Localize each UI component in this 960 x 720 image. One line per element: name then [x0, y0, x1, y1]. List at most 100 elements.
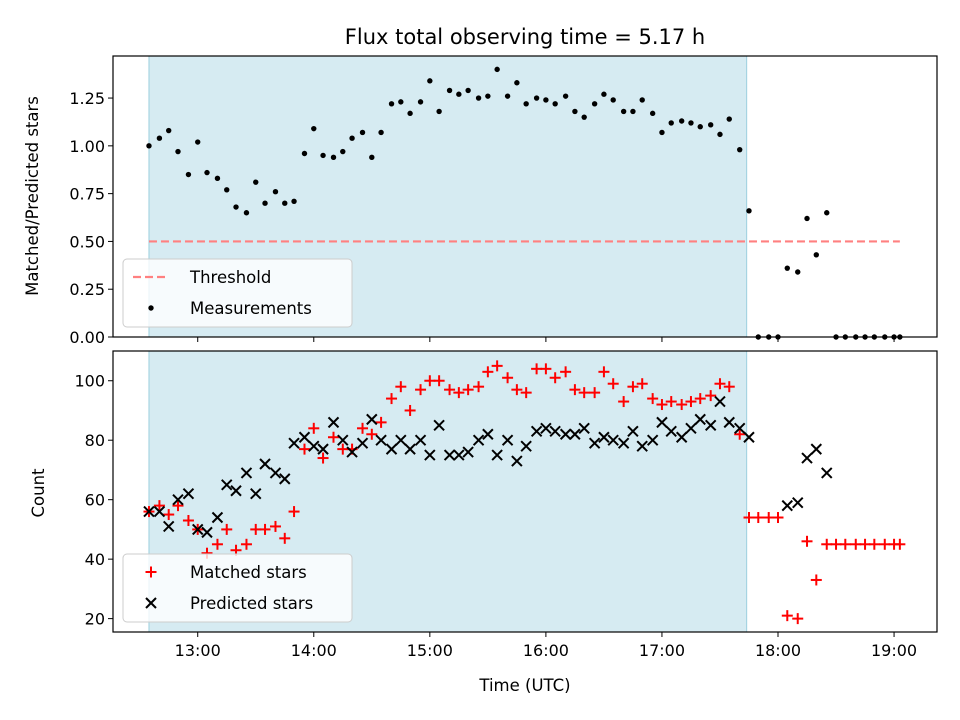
measurement-point: [262, 200, 267, 205]
top-y-tick-label: 0.25: [69, 280, 105, 299]
measurement-point: [775, 334, 780, 339]
measurement-point: [186, 172, 191, 177]
bottom-y-tick-label: 80: [85, 431, 105, 450]
measurement-point: [273, 189, 278, 194]
measurement-point: [407, 111, 412, 116]
measurement-point: [766, 334, 771, 339]
matched-star-point: [840, 539, 851, 550]
measurement-point: [621, 109, 626, 114]
matched-star-point: [753, 512, 764, 523]
predicted-star-point: [811, 444, 821, 454]
measurement-point: [418, 99, 423, 104]
measurement-point: [756, 334, 761, 339]
top-y-axis-label: Matched/Predicted stars: [23, 96, 42, 296]
measurement-point: [563, 93, 568, 98]
measurement-point: [708, 122, 713, 127]
measurement-point: [282, 200, 287, 205]
measurement-point: [611, 97, 616, 102]
measurement-point: [389, 101, 394, 106]
measurement-point: [581, 114, 586, 119]
measurement-point: [891, 334, 896, 339]
measurement-point: [253, 179, 258, 184]
measurement-point: [360, 130, 365, 135]
measurement-point: [476, 95, 481, 100]
measurement-point: [872, 334, 877, 339]
measurement-point: [378, 130, 383, 135]
bottom-y-tick-label: 20: [85, 610, 105, 629]
legend-label: Matched stars: [190, 563, 307, 582]
measurement-point: [427, 78, 432, 83]
measurement-point: [640, 97, 645, 102]
predicted-star-point: [802, 453, 812, 463]
measurement-point: [659, 130, 664, 135]
measurement-point: [630, 109, 635, 114]
x-tick-label: 18:00: [755, 641, 801, 660]
measurement-point: [514, 80, 519, 85]
measurement-point: [436, 109, 441, 114]
legend-label: Predicted stars: [190, 594, 313, 613]
measurement-point: [398, 99, 403, 104]
count-panel: 20 40 60 80 100 13:00 14:00 15:00 16:00 17:00 18:0…: [74, 351, 937, 660]
chart-title: Flux total observing time = 5.17 h: [345, 25, 705, 49]
measurement-point: [302, 151, 307, 156]
top-y-tick-label: 0.75: [69, 185, 105, 204]
predicted-star-point: [793, 498, 803, 508]
measurement-point: [447, 88, 452, 93]
top-y-tick-label: 0.50: [69, 232, 105, 251]
measurement-point: [534, 95, 539, 100]
measurement-point: [543, 97, 548, 102]
measurement-point: [804, 216, 809, 221]
x-tick-label: 17:00: [639, 641, 685, 660]
top-legend: Threshold Measurements: [123, 259, 352, 327]
measurement-point: [215, 176, 220, 181]
measurement-point: [679, 118, 684, 123]
measurement-point: [465, 88, 470, 93]
measurement-point: [698, 124, 703, 129]
matched-star-point: [811, 574, 822, 585]
top-y-tick-label: 1.25: [69, 89, 105, 108]
x-tick-label: 14:00: [291, 641, 337, 660]
measurement-point: [795, 269, 800, 274]
measurement-point: [485, 93, 490, 98]
predicted-star-point: [822, 468, 832, 478]
measurement-point: [494, 67, 499, 72]
predicted-star-point: [782, 501, 792, 511]
x-tick-label: 16:00: [523, 641, 569, 660]
x-tick-label: 13:00: [175, 641, 221, 660]
matched-star-point: [869, 539, 880, 550]
legend-measurement-swatch: [148, 305, 153, 310]
bottom-y-axis-label: Count: [29, 468, 48, 518]
measurement-point: [291, 199, 296, 204]
measurement-point: [882, 334, 887, 339]
measurement-point: [853, 334, 858, 339]
measurement-point: [785, 265, 790, 270]
measurement-point: [862, 334, 867, 339]
measurement-point: [233, 204, 238, 209]
x-axis-label: Time (UTC): [478, 676, 570, 695]
measurement-point: [369, 155, 374, 160]
measurement-point: [311, 126, 316, 131]
measurement-point: [340, 149, 345, 154]
measurement-point: [688, 120, 693, 125]
measurement-point: [727, 116, 732, 121]
measurement-point: [572, 109, 577, 114]
measurement-point: [824, 210, 829, 215]
measurement-point: [897, 334, 902, 339]
matched-star-point: [782, 610, 793, 621]
measurement-point: [601, 92, 606, 97]
matched-star-point: [773, 512, 784, 523]
measurement-point: [157, 135, 162, 140]
measurement-point: [204, 170, 209, 175]
measurement-point: [175, 149, 180, 154]
legend-label: Threshold: [189, 268, 271, 287]
x-tick-label: 15:00: [407, 641, 453, 660]
measurement-point: [746, 208, 751, 213]
x-tick-label: 19:00: [871, 641, 917, 660]
measurement-point: [331, 155, 336, 160]
ratio-panel: 0.000.250.500.751.001.25ThresholdMeasure…: [69, 56, 937, 347]
measurement-point: [224, 187, 229, 192]
measurement-point: [843, 334, 848, 339]
matched-star-point: [792, 613, 803, 624]
legend-label: Measurements: [190, 299, 312, 318]
